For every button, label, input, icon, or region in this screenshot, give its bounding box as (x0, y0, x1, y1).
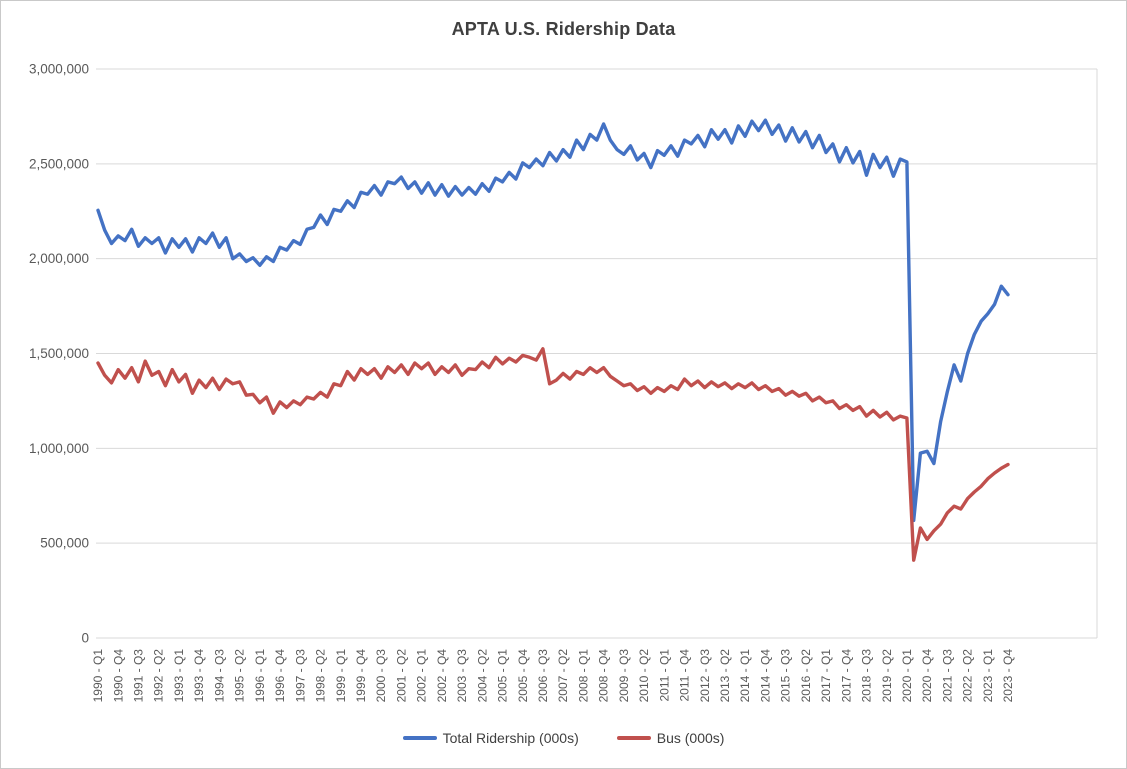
x-axis-tick-label: 1993 - Q4 (192, 649, 206, 703)
x-axis-tick-label: 2017 - Q4 (839, 649, 853, 703)
chart-legend: Total Ridership (000s) Bus (000s) (1, 730, 1126, 746)
x-axis-tick-label: 2023 - Q1 (981, 649, 995, 703)
x-axis-tick-label: 2002 - Q4 (435, 649, 449, 703)
x-axis-tick-label: 2021 - Q3 (940, 649, 954, 703)
x-axis-tick-label: 1990 - Q1 (91, 649, 105, 703)
x-axis-tick-label: 2015 - Q3 (779, 649, 793, 703)
x-axis-tick-label: 1992 - Q2 (152, 649, 166, 703)
x-axis-tick-label: 2014 - Q1 (738, 649, 752, 703)
y-axis-tick-label: 500,000 (40, 536, 89, 551)
x-axis-tick-label: 1999 - Q4 (354, 649, 368, 703)
y-axis-tick-label: 0 (81, 631, 89, 646)
bus-line-icon (616, 736, 651, 740)
x-axis-tick-label: 2018 - Q3 (860, 649, 874, 703)
x-axis-tick-label: 2012 - Q3 (698, 649, 712, 703)
x-axis-tick-label: 2011 - Q4 (678, 649, 692, 702)
legend-label-total-ridership: Total Ridership (000s) (442, 730, 579, 746)
x-axis-tick-label: 1993 - Q1 (172, 649, 186, 703)
y-axis-tick-label: 2,500,000 (29, 156, 89, 171)
x-axis-tick-label: 2010 - Q2 (637, 649, 651, 703)
x-axis-tick-label: 2011 - Q1 (657, 649, 671, 702)
x-axis-tick-label: 1996 - Q1 (253, 649, 267, 703)
x-axis-tick-label: 2001 - Q2 (394, 649, 408, 703)
legend-item-bus: Bus (000s) (616, 730, 725, 746)
x-axis-tick-label: 2006 - Q3 (536, 649, 550, 703)
y-axis-tick-label: 2,000,000 (29, 251, 89, 266)
x-axis-tick-label: 2007 - Q2 (556, 649, 570, 703)
legend-label-bus: Bus (000s) (656, 730, 725, 746)
x-axis-tick-label: 1997 - Q3 (293, 649, 307, 703)
x-axis-tick-label: 2020 - Q1 (900, 649, 914, 703)
x-axis-tick-label: 2022 - Q2 (961, 649, 975, 703)
x-axis-tick-label: 1998 - Q2 (314, 649, 328, 703)
x-axis-tick-label: 2017 - Q1 (819, 649, 833, 703)
x-axis-tick-label: 2016 - Q2 (799, 649, 813, 703)
x-axis-tick-label: 2019 - Q2 (880, 649, 894, 703)
total-ridership-series-line (96, 118, 1010, 523)
x-axis-tick-label: 2005 - Q1 (496, 649, 510, 703)
total-ridership-line-icon (402, 736, 437, 740)
x-axis-tick-label: 2009 - Q3 (617, 649, 631, 703)
x-axis-tick-label: 2008 - Q4 (597, 649, 611, 703)
x-axis-tick-label: 2008 - Q1 (576, 649, 590, 703)
x-axis-tick-label: 2013 - Q2 (718, 649, 732, 703)
x-axis-tick-label: 2004 - Q2 (475, 649, 489, 703)
x-axis-tick-label: 1994 - Q3 (212, 649, 226, 703)
bus-series-line (96, 347, 1010, 562)
y-axis-tick-label: 1,500,000 (29, 346, 89, 361)
x-axis-tick-label: 1996 - Q4 (273, 649, 287, 703)
x-axis-tick-label: 2020 - Q4 (920, 649, 934, 703)
chart-title: APTA U.S. Ridership Data (451, 19, 676, 39)
x-axis-tick-label: 1991 - Q3 (132, 649, 146, 703)
legend-item-total-ridership: Total Ridership (000s) (402, 730, 579, 746)
x-axis-tick-label: 1990 - Q4 (111, 649, 125, 703)
x-axis-tick-label: 2014 - Q4 (758, 649, 772, 703)
x-axis-tick-label: 1999 - Q1 (334, 649, 348, 703)
x-axis-tick-label: 2005 - Q4 (516, 649, 530, 703)
y-axis-tick-label: 3,000,000 (29, 62, 89, 77)
x-axis-tick-label: 2023 - Q4 (1001, 649, 1015, 703)
x-axis-tick-label: 1995 - Q2 (233, 649, 247, 703)
y-axis-tick-label: 1,000,000 (29, 441, 89, 456)
x-axis-tick-label: 2003 - Q3 (455, 649, 469, 703)
x-axis-tick-label: 2000 - Q3 (374, 649, 388, 703)
x-axis-tick-label: 2002 - Q1 (415, 649, 429, 703)
